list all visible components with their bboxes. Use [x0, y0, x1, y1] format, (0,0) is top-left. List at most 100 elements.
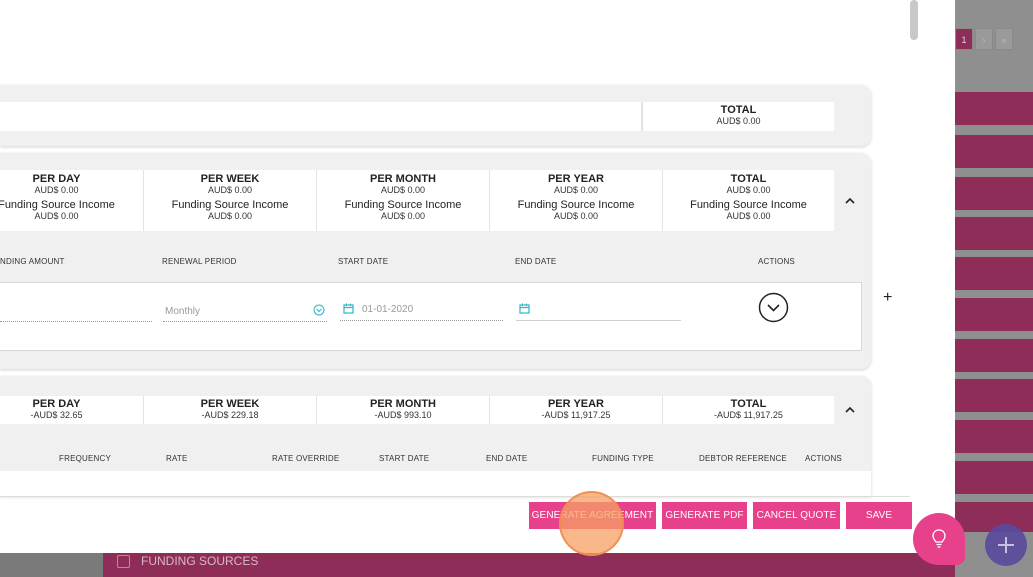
summary-per-month: PER MONTH -AUD$ 993.10 — [317, 396, 490, 424]
background-row — [955, 177, 1033, 210]
summary-value: -AUD$ 229.18 — [201, 410, 259, 420]
modal-scrollbar[interactable] — [910, 0, 918, 40]
pager-last: » — [995, 28, 1013, 50]
dropdown-chevron-icon[interactable] — [313, 304, 325, 316]
summary-per-year: PER YEAR AUD$ 0.00 Funding Source Income… — [490, 170, 663, 231]
summary-title: PER DAY — [32, 398, 81, 410]
total-cell: TOTAL AUD$ 0.00 — [642, 102, 834, 131]
plus-icon — [998, 537, 1014, 553]
summary-value: AUD$ 0.00 — [380, 185, 426, 195]
column-frequency: FREQUENCY — [59, 454, 112, 463]
background-row — [955, 379, 1033, 412]
summary-total: TOTAL AUD$ 0.00 Funding Source Income AU… — [663, 170, 834, 231]
summary-title: PER MONTH — [370, 398, 436, 410]
start-date-input[interactable]: 01-01-2020 — [362, 304, 414, 315]
summary-title: PER YEAR — [547, 173, 605, 185]
summary-value: -AUD$ 993.10 — [374, 410, 432, 420]
summary-sub-value: AUD$ 0.00 — [553, 211, 599, 221]
funding-sources-checkbox — [117, 555, 130, 568]
summary-sub-label: Funding Source Income — [171, 199, 289, 211]
help-tips-button[interactable] — [913, 513, 965, 565]
generate-pdf-button[interactable]: GENERATE PDF — [662, 502, 747, 529]
summary-per-month: PER MONTH AUD$ 0.00 Funding Source Incom… — [317, 170, 490, 231]
summary-sub-value: AUD$ 0.00 — [34, 211, 79, 221]
summary-sub-value: AUD$ 0.00 — [726, 211, 771, 221]
summary-per-week: PER WEEK AUD$ 0.00 Funding Source Income… — [144, 170, 317, 231]
summary-total: TOTAL -AUD$ 11,917.25 — [663, 396, 834, 424]
summary-sub-value: AUD$ 0.00 — [207, 211, 253, 221]
lightbulb-icon — [932, 529, 946, 548]
collapse-chevron-icon[interactable] — [843, 194, 857, 208]
row-actions-chevron-icon[interactable] — [758, 292, 789, 323]
summary-sub-label: Funding Source Income — [344, 199, 462, 211]
background-row — [955, 298, 1033, 331]
background-row — [955, 92, 1033, 125]
summary-value: -AUD$ 32.65 — [30, 410, 83, 420]
save-button[interactable]: SAVE — [846, 502, 912, 529]
modal-footer-divider — [0, 496, 910, 497]
summary-value: -AUD$ 11,917.25 — [541, 410, 611, 420]
background-row — [955, 135, 1033, 168]
background-row — [955, 257, 1033, 290]
services-summary-strip: PER DAY -AUD$ 32.65 PER WEEK -AUD$ 229.1… — [0, 396, 834, 424]
summary-per-week: PER WEEK -AUD$ 229.18 — [144, 396, 317, 424]
summary-sub-label: Funding Source Income — [0, 199, 115, 211]
column-actions: ACTIONS — [805, 454, 842, 463]
totals-strip: TOTAL AUD$ 0.00 — [0, 102, 834, 131]
column-end-date: END DATE — [515, 257, 557, 266]
column-actions: ACTIONS — [758, 257, 795, 266]
add-fab-button[interactable] — [985, 524, 1027, 566]
column-renewal-period: RENEWAL PERIOD — [162, 257, 237, 266]
summary-value: AUD$ 0.00 — [553, 185, 599, 195]
summary-per-day: PER DAY AUD$ 0.00 Funding Source Income … — [0, 170, 144, 231]
summary-title: TOTAL — [730, 173, 767, 185]
funding-source-row: Monthly 01-01-2020 — [0, 282, 862, 351]
background-row — [955, 217, 1033, 250]
pager-next: › — [975, 28, 993, 50]
collapse-chevron-icon[interactable] — [843, 403, 857, 417]
summary-title: TOTAL — [730, 398, 767, 410]
start-date-underline — [340, 320, 503, 321]
calendar-icon[interactable] — [343, 303, 354, 314]
services-table-body — [0, 471, 871, 496]
summary-value: AUD$ 0.00 — [726, 185, 771, 195]
renewal-period-select[interactable]: Monthly — [165, 306, 201, 317]
column-debtor-reference: DEBTOR REFERENCE — [699, 454, 787, 463]
funding-amount-input[interactable] — [0, 321, 152, 322]
calendar-icon[interactable] — [519, 303, 530, 314]
column-end-date: END DATE — [486, 454, 528, 463]
summary-title: PER DAY — [32, 173, 81, 185]
quote-modal: TOTAL AUD$ 0.00 PER DAY AUD$ 0.00 Fundin… — [0, 0, 955, 553]
totals-panel: TOTAL AUD$ 0.00 — [0, 85, 871, 146]
summary-sub-label: Funding Source Income — [517, 199, 635, 211]
background-row — [955, 461, 1033, 494]
column-start-date: START DATE — [338, 257, 389, 266]
column-funding-amount: NDING AMOUNT — [0, 257, 65, 266]
background-row — [955, 339, 1033, 372]
add-row-icon[interactable]: + — [883, 289, 893, 306]
summary-title: PER MONTH — [370, 173, 436, 185]
column-rate: RATE — [166, 454, 188, 463]
column-rate-override: RATE OVERRIDE — [272, 454, 340, 463]
services-panel: PER DAY -AUD$ 32.65 PER WEEK -AUD$ 229.1… — [0, 376, 871, 496]
background-pager: 1 › » — [955, 28, 1013, 50]
total-title: TOTAL — [720, 104, 757, 116]
summary-title: PER YEAR — [547, 398, 605, 410]
funding-summary-strip: PER DAY AUD$ 0.00 Funding Source Income … — [0, 170, 834, 231]
end-date-underline — [516, 320, 681, 321]
background-row — [955, 420, 1033, 453]
column-funding-type: FUNDING TYPE — [592, 454, 654, 463]
click-indicator — [559, 491, 624, 556]
totals-spacer — [0, 102, 642, 131]
pager-page: 1 — [955, 28, 973, 50]
cancel-quote-button[interactable]: CANCEL QUOTE — [753, 502, 840, 529]
summary-per-year: PER YEAR -AUD$ 11,917.25 — [490, 396, 663, 424]
funding-sources-label: FUNDING SOURCES — [141, 554, 259, 568]
summary-per-day: PER DAY -AUD$ 32.65 — [0, 396, 144, 424]
summary-value: AUD$ 0.00 — [34, 185, 79, 195]
summary-value: -AUD$ 11,917.25 — [714, 410, 783, 420]
summary-sub-label: Funding Source Income — [690, 199, 807, 211]
summary-value: AUD$ 0.00 — [207, 185, 253, 195]
summary-title: PER WEEK — [200, 173, 260, 185]
summary-title: PER WEEK — [200, 398, 260, 410]
